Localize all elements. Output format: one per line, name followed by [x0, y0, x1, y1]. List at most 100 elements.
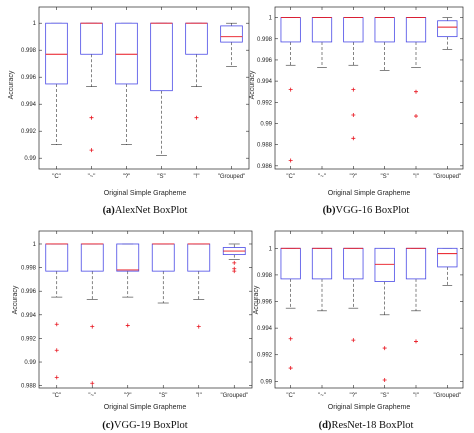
panel-b-xlabel: Original Simple Grapheme: [328, 190, 411, 197]
panel-d-outlier-marker: [288, 366, 293, 371]
panel-d-caption: (d)ResNet-18 BoxPlot: [319, 420, 414, 431]
panel-c-box-group: [222, 243, 246, 274]
panel-c-ytick-label: 0.996: [21, 289, 37, 295]
panel-b-box: [437, 20, 458, 38]
panel-b-xtick-label: "~": [318, 174, 326, 180]
panel-d-xtick-label: "?": [350, 393, 358, 399]
panel-b-ytick-label: 0.998: [257, 37, 273, 43]
panel-a-xlabel: Original Simple Grapheme: [104, 190, 187, 197]
panel-d-ytick-label: 0.996: [257, 300, 273, 306]
panel-c-outlier-marker: [90, 381, 95, 386]
panel-c-xlabel: Original Simple Grapheme: [104, 404, 187, 411]
panel-d-caption-letter: (d): [319, 420, 332, 431]
panel-d-outlier-marker: [382, 346, 387, 351]
panel-b-outlier-marker: [414, 114, 418, 119]
panel-d-box-group: [437, 247, 458, 286]
panel-a-xtick-label: "S": [157, 174, 165, 180]
panel-c-ytick-label: 0.994: [21, 313, 37, 319]
panel-a-caption-letter: (a): [103, 205, 116, 216]
panel-b-box-group: [437, 17, 458, 50]
panel-d-xtick-label: "!": [413, 393, 419, 399]
panel-c-outlier-marker: [54, 348, 59, 353]
panel-a-plot: 0.99 0.992 0.994 0.996 0.998 1 "C" "~" "?" "S" "!"…: [21, 6, 250, 180]
panel-d-box-group: [343, 247, 364, 343]
panel-a-box: [220, 25, 243, 43]
panel-b-box-group: [374, 17, 395, 71]
panel-b-box-group: [405, 17, 427, 119]
panel-b-ylabel: Accuracy: [249, 70, 256, 99]
panel-a-xtick-label: "~": [88, 174, 96, 180]
panel-d-xtick-label: "Grouped": [434, 393, 462, 399]
panel-b-outlier-marker: [288, 87, 293, 92]
panel-b: Accuracy Original Simple Grapheme (b)VGG…: [249, 70, 410, 216]
panel-b-xtick-label: "Grouped": [434, 174, 462, 180]
panel-c-box-group: [187, 243, 211, 329]
panel-c-ytick-label: 0.998: [21, 266, 37, 272]
panel-d-ylabel: Accuracy: [253, 285, 260, 314]
panel-a-xtick-label: "?": [123, 174, 131, 180]
panel-b-xtick-label: "C": [286, 174, 295, 180]
panel-c-ytick-label: 0.992: [21, 336, 37, 342]
panel-a-outlier-marker: [89, 148, 94, 153]
panel-a-ytick-label: 0.994: [21, 102, 37, 108]
panel-c-xtick-label: "Grouped": [220, 393, 248, 399]
panel-a-axes-frame: [38, 6, 250, 170]
panel-c-outlier-marker: [196, 324, 201, 329]
panel-a-box: [115, 22, 138, 85]
panel-d-ytick-label: 1: [269, 246, 273, 252]
panel-b-ytick-label: 0.994: [257, 79, 273, 85]
panel-c-outlier-marker: [54, 375, 59, 380]
panel-c-outlier-marker: [125, 323, 130, 328]
panel-c-box-group: [151, 243, 175, 304]
panel-b-ytick-label: 1: [269, 16, 273, 22]
panel-b-caption-letter: (b): [323, 205, 336, 216]
panel-c-ytick-label: 1: [33, 242, 37, 248]
panel-c-box-group: [45, 243, 69, 380]
panel-b-box-group: [343, 17, 364, 141]
panel-a-box-group: [115, 22, 138, 145]
panel-a-xtick-label: "!": [194, 174, 200, 180]
panel-d-plot: 0.99 0.992 0.994 0.996 0.998 1 "C" "~" "?" "S" "!"…: [257, 230, 464, 399]
panel-b-outlier-marker: [414, 89, 418, 94]
panel-d-outlier-marker: [351, 338, 356, 343]
panel-c-xtick-label: "~": [88, 393, 96, 399]
panel-c-xtick-label: "?": [124, 393, 132, 399]
panel-c-caption-letter: (c): [102, 420, 114, 431]
panel-d-xtick-label: "C": [286, 393, 295, 399]
panel-b-xtick-label: "S": [381, 174, 389, 180]
panel-c-caption: (c)VGG-19 BoxPlot: [102, 420, 188, 431]
panel-d-box-group: [374, 247, 395, 383]
panel-b-ytick-label: 0.986: [257, 164, 273, 170]
panel-a-outlier-marker: [194, 115, 199, 120]
panel-c-plot: 0.988 0.99 0.992 0.994 0.996 0.998 1 "C" "~" "?" "…: [21, 230, 253, 399]
panel-c: Accuracy Original Simple Grapheme (c)VGG…: [12, 285, 188, 431]
panel-a-ylabel: Accuracy: [8, 70, 15, 99]
panel-c-outlier-marker: [90, 324, 95, 329]
panel-b-plot: 0.986 0.988 0.99 0.992 0.994 0.996 0.998 1 "C" "~…: [257, 6, 464, 180]
panel-d-outlier-marker: [288, 336, 293, 341]
panel-c-outlier-marker: [232, 269, 237, 274]
panel-a-ytick-label: 1: [33, 21, 37, 27]
panel-a-box-group: [45, 22, 68, 145]
panel-b-ytick-label: 0.996: [257, 58, 273, 64]
panel-b-xtick-label: "?": [350, 174, 358, 180]
panel-a-caption-text: AlexNet BoxPlot: [115, 205, 188, 216]
panel-d-axes-frame: [274, 230, 464, 389]
panel-d-xlabel: Original Simple Grapheme: [328, 404, 411, 411]
panel-d-ytick-label: 0.99: [260, 379, 272, 385]
panel-d-box-group: [405, 247, 427, 344]
panel-d-ytick-label: 0.992: [257, 353, 273, 359]
panel-d-xtick-label: "S": [381, 393, 389, 399]
panel-b-outlier-marker: [351, 113, 356, 117]
panel-b-ytick-label: 0.99: [260, 121, 272, 127]
panel-c-ytick-label: 0.988: [21, 384, 37, 390]
panel-a-box-group: [80, 22, 103, 153]
panel-a-xtick-label: "Grouped": [218, 174, 246, 180]
panel-c-outlier-marker: [54, 322, 59, 327]
panel-a-ytick-label: 0.998: [21, 48, 37, 54]
panel-c-axes-frame: [38, 230, 253, 389]
panel-a-caption: (a)AlexNet BoxPlot: [103, 205, 188, 216]
panel-c-xtick-label: "S": [159, 393, 167, 399]
panel-d-xtick-label: "~": [318, 393, 326, 399]
